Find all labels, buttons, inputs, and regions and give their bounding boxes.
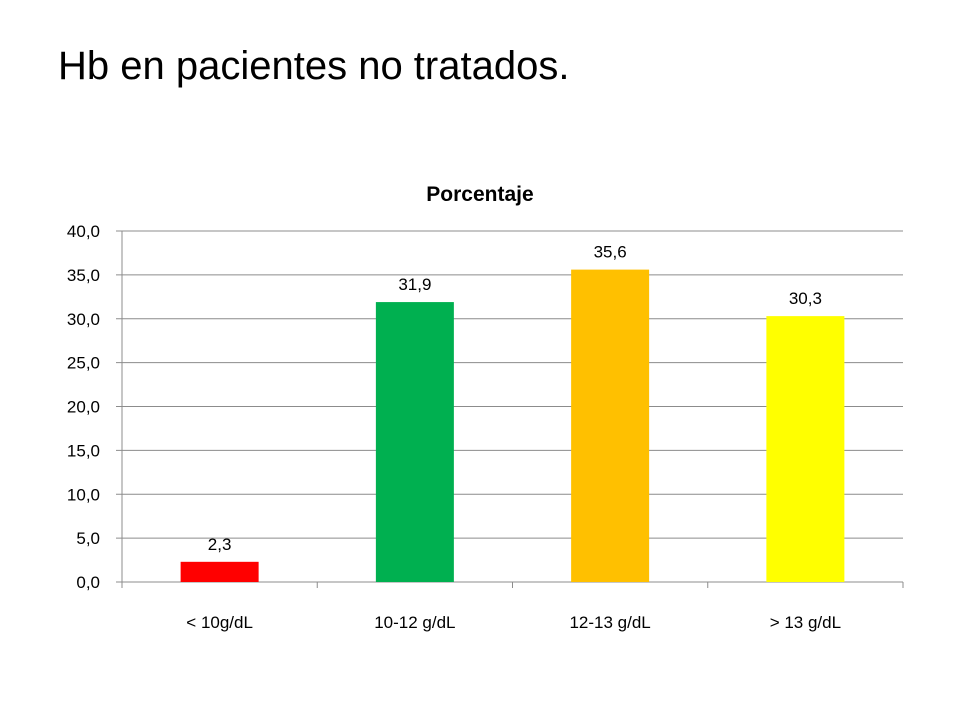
y-tick-label: 20,0 bbox=[67, 398, 100, 417]
bars bbox=[180, 269, 845, 582]
x-axis-categories: < 10g/dL 10-12 g/dL 12-13 g/dL > 13 g/dL bbox=[186, 613, 841, 632]
x-category-label: < 10g/dL bbox=[186, 613, 253, 632]
x-category-label: > 13 g/dL bbox=[770, 613, 841, 632]
x-category-label: 10-12 g/dL bbox=[374, 613, 455, 632]
bar bbox=[180, 561, 259, 582]
data-label: 2,3 bbox=[208, 535, 232, 554]
bar bbox=[571, 269, 650, 582]
y-tick-label: 35,0 bbox=[67, 266, 100, 285]
gridlines bbox=[122, 230, 903, 539]
slide-title: Hb en pacientes no tratados. bbox=[58, 44, 570, 88]
bar bbox=[375, 302, 454, 582]
y-tick-label: 40,0 bbox=[67, 222, 100, 241]
y-tick-label: 15,0 bbox=[67, 441, 100, 460]
x-category-label: 12-13 g/dL bbox=[569, 613, 650, 632]
bar bbox=[766, 316, 845, 582]
y-axis-ticks: 0,0 5,0 10,0 15,0 20,0 25,0 30,0 35,0 40,0 bbox=[67, 222, 122, 592]
y-tick-label: 0,0 bbox=[76, 573, 100, 592]
data-label: 30,3 bbox=[789, 289, 822, 308]
y-tick-label: 30,0 bbox=[67, 310, 100, 329]
y-tick-label: 5,0 bbox=[76, 529, 100, 548]
data-label: 31,9 bbox=[398, 275, 431, 294]
y-tick-label: 10,0 bbox=[67, 485, 100, 504]
data-label: 35,6 bbox=[594, 243, 627, 262]
y-tick-label: 25,0 bbox=[67, 354, 100, 373]
chart-title: Porcentaje bbox=[426, 183, 533, 206]
data-labels: 2,3 31,9 35,6 30,3 bbox=[208, 243, 822, 554]
